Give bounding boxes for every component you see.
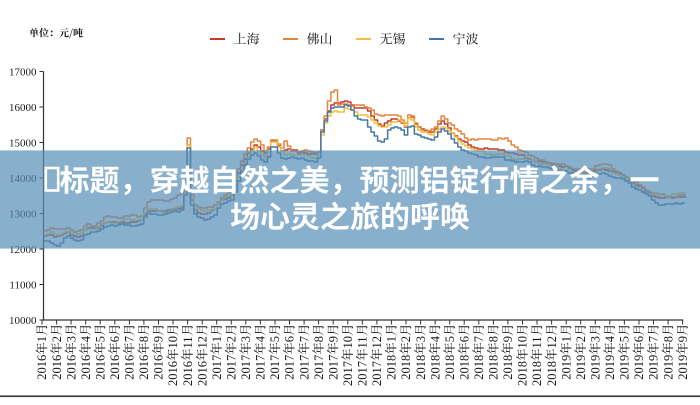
svg-text:2016: 2016 (93, 355, 107, 380)
svg-text:2018: 2018 (545, 361, 559, 386)
svg-text:5: 5 (93, 336, 107, 342)
svg-text:2018: 2018 (487, 355, 501, 380)
svg-text:2018: 2018 (530, 361, 544, 386)
svg-text:11000: 11000 (9, 279, 37, 291)
svg-text:8: 8 (312, 336, 326, 342)
svg-text:2019: 2019 (603, 355, 617, 380)
svg-text:8: 8 (661, 336, 675, 342)
svg-text:2018: 2018 (385, 355, 399, 380)
svg-text:2: 2 (225, 336, 239, 342)
svg-text:15000: 15000 (9, 137, 37, 149)
svg-text:9: 9 (326, 336, 340, 342)
svg-text:2019: 2019 (618, 355, 632, 380)
svg-text:5: 5 (618, 336, 632, 342)
svg-text:2017: 2017 (356, 361, 370, 386)
svg-text:2017: 2017 (254, 355, 268, 380)
svg-text:4: 4 (79, 335, 93, 342)
svg-text:7: 7 (297, 336, 311, 342)
svg-text:2019: 2019 (574, 355, 588, 380)
svg-text:2: 2 (574, 336, 588, 342)
svg-text:2018: 2018 (501, 355, 515, 380)
svg-text:2018: 2018 (399, 355, 413, 380)
svg-text:2016: 2016 (79, 355, 93, 380)
svg-text:4: 4 (428, 335, 442, 342)
svg-text:5: 5 (443, 336, 457, 342)
svg-text:2016: 2016 (35, 355, 49, 380)
svg-text:6: 6 (632, 336, 646, 342)
svg-text:2018: 2018 (414, 355, 428, 380)
svg-text:3: 3 (589, 336, 603, 342)
svg-text:2018: 2018 (457, 355, 471, 380)
svg-text:2017: 2017 (370, 361, 384, 386)
svg-text:2016: 2016 (152, 355, 166, 380)
svg-text:6: 6 (283, 336, 297, 342)
svg-text:2017: 2017 (283, 355, 297, 380)
svg-text:10: 10 (341, 336, 355, 349)
svg-text:11: 11 (181, 336, 195, 348)
svg-text:2019: 2019 (647, 355, 661, 380)
svg-text:10000: 10000 (9, 315, 37, 327)
svg-text:5: 5 (268, 336, 282, 342)
svg-text:2018: 2018 (516, 361, 530, 386)
svg-text:2017: 2017 (239, 355, 253, 380)
svg-text:6: 6 (457, 336, 471, 342)
svg-text:9: 9 (501, 336, 515, 342)
svg-text:2017: 2017 (268, 355, 282, 380)
svg-text:7: 7 (647, 336, 661, 342)
svg-text:2016: 2016 (50, 355, 64, 380)
svg-text:3: 3 (239, 336, 253, 342)
svg-text:12: 12 (195, 336, 209, 349)
svg-text:9: 9 (676, 336, 690, 342)
svg-text:8: 8 (137, 336, 151, 342)
svg-text:2017: 2017 (210, 355, 224, 380)
svg-text:8: 8 (487, 336, 501, 342)
svg-text:2017: 2017 (312, 355, 326, 380)
svg-text:2016: 2016 (166, 361, 180, 386)
svg-text:2: 2 (399, 336, 413, 342)
svg-text:9: 9 (152, 336, 166, 342)
svg-text:1: 1 (35, 336, 49, 342)
svg-text:17000: 17000 (9, 66, 37, 78)
svg-text:2016: 2016 (64, 355, 78, 380)
svg-text:2016: 2016 (108, 355, 122, 380)
svg-text:2019: 2019 (661, 355, 675, 380)
svg-text:6: 6 (108, 336, 122, 342)
svg-text:1: 1 (559, 336, 573, 342)
svg-text:10: 10 (516, 336, 530, 349)
svg-text:12: 12 (545, 336, 559, 349)
svg-text:2018: 2018 (472, 355, 486, 380)
svg-text:2019: 2019 (589, 355, 603, 380)
svg-text:11: 11 (530, 336, 544, 348)
svg-text:2017: 2017 (297, 355, 311, 380)
svg-text:2016: 2016 (181, 361, 195, 386)
svg-text:2017: 2017 (225, 355, 239, 380)
svg-text:2017: 2017 (326, 355, 340, 380)
svg-text:11: 11 (356, 336, 370, 348)
svg-text:12: 12 (370, 336, 384, 349)
svg-text:2: 2 (50, 336, 64, 342)
svg-text:4: 4 (254, 335, 268, 342)
svg-text:1: 1 (210, 336, 224, 342)
svg-text:3: 3 (64, 336, 78, 342)
svg-text:2017: 2017 (341, 361, 355, 386)
svg-text:2018: 2018 (443, 355, 457, 380)
svg-text:2016: 2016 (195, 361, 209, 386)
svg-text:2018: 2018 (428, 355, 442, 380)
svg-text:7: 7 (123, 336, 137, 342)
svg-text:2016: 2016 (123, 355, 137, 380)
svg-text:2019: 2019 (676, 355, 690, 380)
svg-text:4: 4 (603, 335, 617, 342)
svg-text:10: 10 (166, 336, 180, 349)
svg-text:2019: 2019 (632, 355, 646, 380)
svg-text:3: 3 (414, 336, 428, 342)
svg-text:7: 7 (472, 336, 486, 342)
svg-text:1: 1 (385, 336, 399, 342)
svg-text:2019: 2019 (559, 355, 573, 380)
svg-text:16000: 16000 (9, 102, 37, 114)
svg-text:2016: 2016 (137, 355, 151, 380)
